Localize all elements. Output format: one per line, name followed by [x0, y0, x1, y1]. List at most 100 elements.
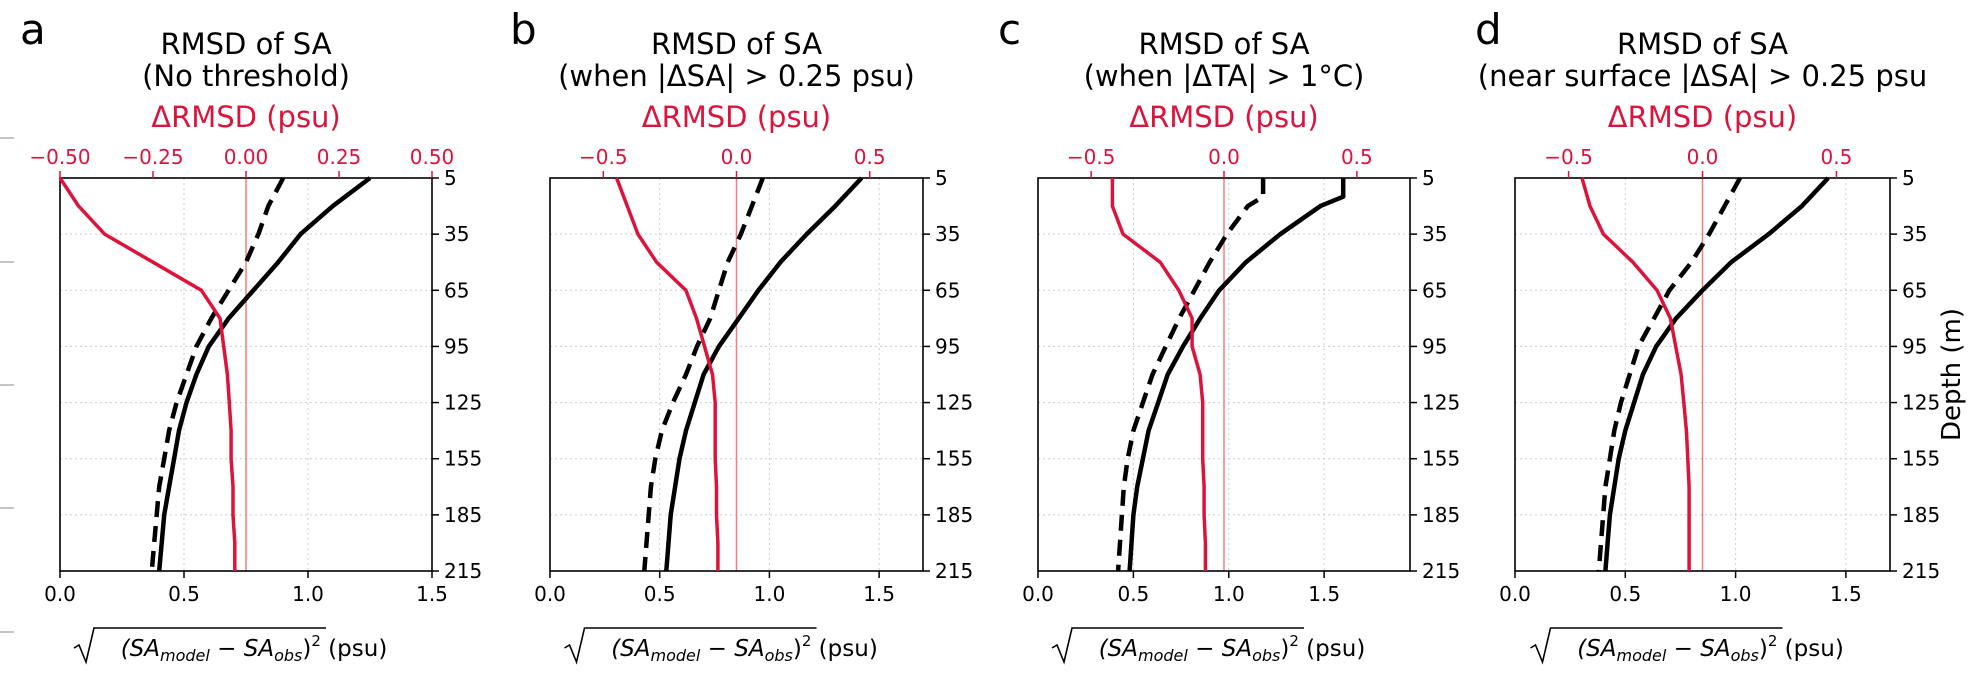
y-tick-label: 5 — [444, 166, 457, 190]
y-tick-label: 95 — [935, 334, 960, 358]
delta-rmsd-line — [1580, 177, 1691, 571]
bottom-tick-label: 1.5 — [1830, 582, 1862, 606]
delta-rmsd-line — [58, 177, 237, 571]
top-tick-label: 0.50 — [410, 145, 455, 169]
bottom-tick-label: 1.5 — [863, 582, 895, 606]
bottom-tick-label: 0.0 — [44, 582, 76, 606]
y-tick-label: 155 — [444, 447, 482, 471]
panel-a: a RMSD of SA(No threshold) ΔRMSD (psu) −0.5… — [20, 5, 482, 665]
top-tick-label: 0.5 — [1341, 145, 1373, 169]
top-tick-label: 0.00 — [224, 145, 269, 169]
bottom-axis-label: (SAmodel − SAobs)2 (psu) — [1051, 627, 1366, 665]
chart-title-line1: RMSD of SA — [1138, 27, 1309, 61]
bottom-axis-label: (SAmodel − SAobs)2 (psu) — [1530, 627, 1844, 665]
chart-title-line1: RMSD of SA — [160, 27, 331, 61]
top-tick-label: 0.0 — [721, 145, 753, 169]
radical-sign — [1051, 627, 1304, 665]
y-tick-label: 155 — [935, 447, 973, 471]
chart-title-line2: (when |ΔTA| > 1°C) — [1084, 59, 1365, 93]
y-tick-label: 35 — [1422, 222, 1447, 246]
delta-rmsd-line — [1110, 178, 1208, 571]
bottom-tick-label: 0.0 — [1499, 582, 1531, 606]
bottom-tick-label: 1.5 — [416, 582, 448, 606]
y-tick-label: 95 — [444, 334, 469, 358]
y-tick-label: 35 — [1902, 222, 1927, 246]
bottom-tick-label: 0.0 — [534, 582, 566, 606]
bottom-tick-label: 0.5 — [1609, 582, 1641, 606]
y-tick-label: 95 — [1422, 334, 1447, 358]
bottom-tick-label: 1.0 — [1720, 582, 1752, 606]
top-tick-label: 0.5 — [854, 145, 886, 169]
y-tick-label: 65 — [444, 278, 469, 302]
panel-label: c — [998, 5, 1021, 54]
top-axis-label: ΔRMSD (psu) — [151, 100, 341, 134]
top-axis-label: ΔRMSD (psu) — [1129, 100, 1319, 134]
chart-title-line1: RMSD of SA — [1617, 27, 1788, 61]
y-tick-label: 185 — [935, 503, 973, 527]
panel-d: d RMSD of SA(near surface |ΔSA| > 0.25 ps… — [1475, 5, 1967, 665]
top-tick-label: 0.0 — [1687, 145, 1719, 169]
y-tick-label: 155 — [1902, 447, 1940, 471]
top-axis-label: ΔRMSD (psu) — [1608, 100, 1798, 134]
rmsd-dashed-line — [149, 176, 286, 572]
bottom-axis-label-text: (SAmodel − SAobs)2 (psu) — [611, 632, 878, 665]
y-tick-label: 155 — [1422, 447, 1460, 471]
y-tick-label: 65 — [935, 278, 960, 302]
panel-label: b — [510, 5, 537, 54]
y-axis-label: Depth (m) — [1937, 308, 1967, 441]
bottom-tick-label: 0.5 — [1117, 582, 1149, 606]
rmsd-solid-line — [664, 176, 864, 572]
y-tick-label: 125 — [1902, 391, 1940, 415]
y-tick-label: 125 — [1422, 391, 1460, 415]
rmsd-solid-line — [1603, 176, 1830, 572]
bottom-tick-label: 1.0 — [754, 582, 786, 606]
bottom-axis-label-text: (SAmodel − SAobs)2 (psu) — [1099, 632, 1366, 665]
bottom-tick-label: 1.0 — [292, 582, 324, 606]
panel-label: d — [1475, 5, 1502, 54]
radical-sign — [73, 627, 326, 665]
bottom-axis-label: (SAmodel − SAobs)2 (psu) — [564, 627, 878, 665]
bottom-tick-label: 1.5 — [1308, 582, 1340, 606]
top-tick-label: −0.50 — [29, 145, 90, 169]
rmsd-dashed-line — [1115, 178, 1266, 572]
panel-c: c RMSD of SA(when |ΔTA| > 1°C) ΔRMSD (psu)… — [998, 5, 1460, 665]
panel-label: a — [20, 5, 46, 54]
chart-title-line1: RMSD of SA — [651, 27, 822, 61]
bottom-axis-label: (SAmodel − SAobs)2 (psu) — [73, 627, 388, 665]
y-tick-label: 185 — [1422, 503, 1460, 527]
y-tick-label: 215 — [935, 559, 973, 583]
y-tick-label: 5 — [1422, 166, 1435, 190]
bottom-axis-label-text: (SAmodel − SAobs)2 (psu) — [1577, 632, 1844, 665]
bottom-tick-label: 0.5 — [644, 582, 676, 606]
rmsd-solid-line — [1127, 178, 1346, 572]
y-tick-label: 215 — [1422, 559, 1460, 583]
y-tick-label: 185 — [1902, 503, 1940, 527]
y-tick-label: 125 — [935, 391, 973, 415]
panel-b: b RMSD of SA(when |ΔSA| > 0.25 psu) ΔRMSD … — [510, 5, 973, 665]
chart-title-line2: (No threshold) — [142, 59, 350, 93]
y-tick-label: 125 — [444, 391, 482, 415]
bottom-axis-label-text: (SAmodel − SAobs)2 (psu) — [121, 632, 388, 665]
bottom-tick-label: 0.5 — [168, 582, 200, 606]
y-tick-label: 35 — [935, 222, 960, 246]
rmsd-dashed-line — [1596, 176, 1742, 572]
y-tick-label: 5 — [1902, 166, 1915, 190]
radical-sign — [1530, 627, 1783, 665]
top-tick-label: 0.0 — [1208, 145, 1240, 169]
y-tick-label: 215 — [444, 559, 482, 583]
y-tick-label: 215 — [1902, 559, 1940, 583]
top-axis-label: ΔRMSD (psu) — [642, 100, 832, 134]
top-tick-label: 0.5 — [1821, 145, 1853, 169]
chart-title-line2: (when |ΔSA| > 0.25 psu) — [558, 59, 915, 93]
y-tick-label: 185 — [444, 503, 482, 527]
radical-sign — [564, 627, 817, 665]
top-tick-label: −0.5 — [579, 145, 628, 169]
delta-rmsd-line — [614, 177, 720, 571]
y-tick-label: 5 — [935, 166, 948, 190]
bottom-tick-label: 1.0 — [1213, 582, 1245, 606]
chart-title-line2: (near surface |ΔSA| > 0.25 psu — [1478, 59, 1927, 93]
bottom-tick-label: 0.0 — [1022, 582, 1054, 606]
y-tick-label: 65 — [1422, 278, 1447, 302]
rmsd-dashed-line — [642, 177, 765, 572]
